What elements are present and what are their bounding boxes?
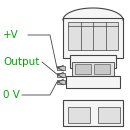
Bar bbox=[98, 107, 120, 123]
Bar bbox=[57, 80, 65, 84]
Bar bbox=[68, 22, 118, 50]
Text: +V: +V bbox=[3, 30, 19, 40]
Bar bbox=[72, 62, 114, 76]
Text: Output: Output bbox=[3, 57, 39, 67]
Bar bbox=[94, 64, 110, 74]
Bar bbox=[63, 18, 123, 58]
Bar bbox=[57, 73, 65, 77]
Text: 0 V: 0 V bbox=[3, 90, 20, 100]
Polygon shape bbox=[63, 8, 123, 20]
Bar bbox=[75, 64, 91, 74]
Bar bbox=[63, 100, 123, 126]
Bar bbox=[68, 107, 90, 123]
Bar bbox=[70, 55, 116, 68]
Bar bbox=[57, 66, 65, 70]
Bar bbox=[66, 76, 120, 88]
